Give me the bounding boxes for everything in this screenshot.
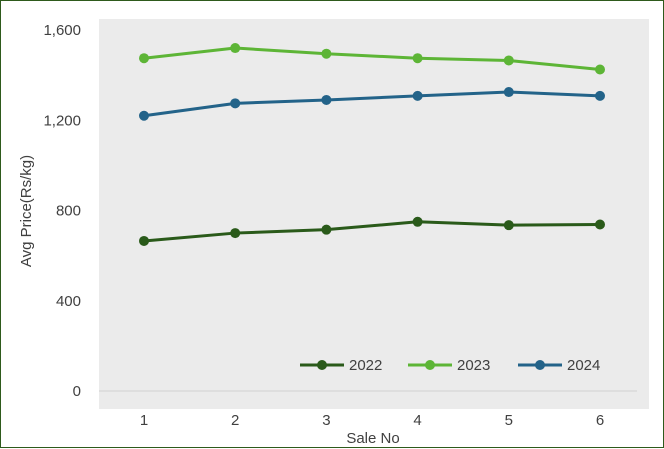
legend-label: 2023: [457, 357, 490, 374]
plot-area: [99, 19, 649, 409]
series-2022: [139, 216, 605, 246]
y-tick-label: 400: [56, 293, 81, 310]
x-tick-label: 3: [322, 412, 330, 429]
data-point: [412, 216, 423, 227]
data-point: [321, 48, 332, 59]
legend-label: 2024: [567, 357, 600, 374]
x-axis-title: Sale No: [346, 430, 399, 447]
x-tick-label: 4: [413, 412, 421, 429]
x-tick-label: 2: [231, 412, 239, 429]
x-tick-label: 1: [140, 412, 148, 429]
legend: 2022 2023 2024: [300, 357, 600, 374]
legend-swatch-marker: [425, 360, 435, 370]
legend-item-2022: 2022: [300, 357, 382, 374]
x-tick-label: 6: [596, 412, 604, 429]
data-point: [595, 64, 605, 75]
data-point: [412, 53, 423, 64]
legend-swatch-marker: [535, 360, 545, 370]
series-layer: [139, 43, 605, 246]
y-axis-title: Avg Price(Rs/kg): [18, 155, 35, 267]
data-point: [139, 110, 149, 121]
legend-item-2024: 2024: [518, 357, 600, 374]
data-point: [412, 90, 423, 101]
series-line: [143, 46, 601, 71]
series-line: [143, 220, 601, 243]
data-point: [595, 90, 605, 101]
legend-label: 2022: [349, 357, 382, 374]
data-point: [139, 53, 149, 64]
legend-swatch-marker: [317, 360, 327, 370]
data-point: [230, 43, 241, 54]
data-point: [139, 235, 149, 246]
x-tick-label: 5: [505, 412, 513, 429]
y-tick-label: 800: [56, 203, 81, 220]
y-tick-label: 1,600: [43, 22, 81, 39]
data-point: [321, 224, 332, 235]
data-point: [230, 98, 241, 109]
legend-item-2023: 2023: [408, 357, 490, 374]
x-axis-ticks: 1 2 3 4 5 6: [140, 412, 604, 429]
y-axis-ticks: 0 400 800 1,200 1,600: [43, 22, 81, 400]
series-2024: [139, 87, 605, 121]
data-point: [321, 94, 332, 105]
data-point: [595, 219, 605, 230]
series-2023: [139, 43, 605, 75]
data-point: [503, 220, 514, 231]
data-point: [230, 228, 241, 239]
y-tick-label: 1,200: [43, 112, 81, 129]
data-point: [503, 87, 514, 98]
data-point: [503, 55, 514, 66]
y-tick-label: 0: [73, 383, 81, 400]
series-line: [143, 90, 601, 118]
